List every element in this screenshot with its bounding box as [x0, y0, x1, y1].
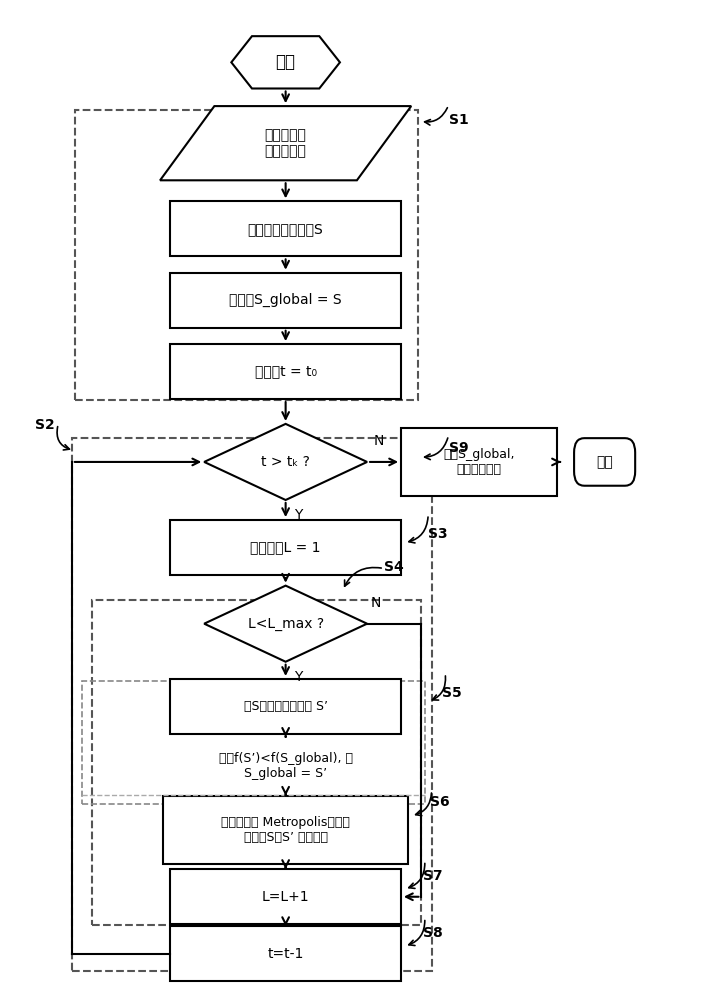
Text: S8: S8	[423, 926, 443, 940]
Polygon shape	[231, 36, 340, 88]
Text: 开始: 开始	[276, 53, 296, 71]
Bar	[170, 201, 401, 256]
Polygon shape	[160, 106, 411, 180]
Text: S1: S1	[448, 113, 468, 127]
Text: 在S基础上产生新解 S’: 在S基础上产生新解 S’	[244, 700, 327, 713]
Bar	[170, 679, 401, 734]
Bar	[82, 681, 425, 804]
Bar	[72, 438, 431, 971]
Text: S5: S5	[442, 686, 462, 700]
FancyBboxPatch shape	[574, 438, 635, 486]
Text: 初始化S_global = S: 初始化S_global = S	[229, 293, 342, 307]
Text: 初始化，L = 1: 初始化，L = 1	[250, 541, 321, 555]
Text: 初始化t = t₀: 初始化t = t₀	[255, 365, 317, 379]
Text: 输入近红外
光谱数据集: 输入近红外 光谱数据集	[264, 128, 307, 158]
Text: S3: S3	[428, 527, 448, 541]
Text: t > tₖ ?: t > tₖ ?	[261, 455, 310, 469]
Bar	[401, 428, 557, 496]
Text: 结束: 结束	[596, 455, 613, 469]
Text: S4: S4	[384, 560, 404, 574]
Text: t=t-1: t=t-1	[267, 947, 304, 961]
Bar	[170, 869, 401, 924]
Text: S7: S7	[423, 869, 443, 883]
Bar	[170, 273, 401, 328]
Bar	[163, 796, 408, 864]
Text: S9: S9	[448, 441, 468, 455]
Bar	[170, 344, 401, 399]
Bar	[170, 520, 401, 575]
Text: 根据改进型 Metropolis接受准
则判断S、S’ 的重要性: 根据改进型 Metropolis接受准 则判断S、S’ 的重要性	[221, 816, 350, 844]
Polygon shape	[204, 586, 367, 662]
Text: 随机初始化当前解S: 随机初始化当前解S	[247, 222, 324, 236]
Text: S6: S6	[430, 795, 449, 809]
Text: Y: Y	[294, 508, 302, 522]
Bar	[75, 110, 418, 400]
Text: L=L+1: L=L+1	[262, 890, 310, 904]
Text: N: N	[374, 434, 384, 448]
Text: N: N	[370, 596, 381, 610]
Text: L<L_max ?: L<L_max ?	[247, 617, 324, 631]
Text: 返回S_global,
给出模型效果: 返回S_global, 给出模型效果	[443, 448, 515, 476]
Text: S2: S2	[35, 418, 54, 432]
Text: Y: Y	[294, 670, 302, 684]
Polygon shape	[204, 424, 367, 500]
Bar	[170, 926, 401, 981]
Bar	[92, 600, 421, 925]
Text: 如果f(S’)<f(S_global), 则
S_global = S’: 如果f(S’)<f(S_global), 则 S_global = S’	[218, 752, 353, 780]
